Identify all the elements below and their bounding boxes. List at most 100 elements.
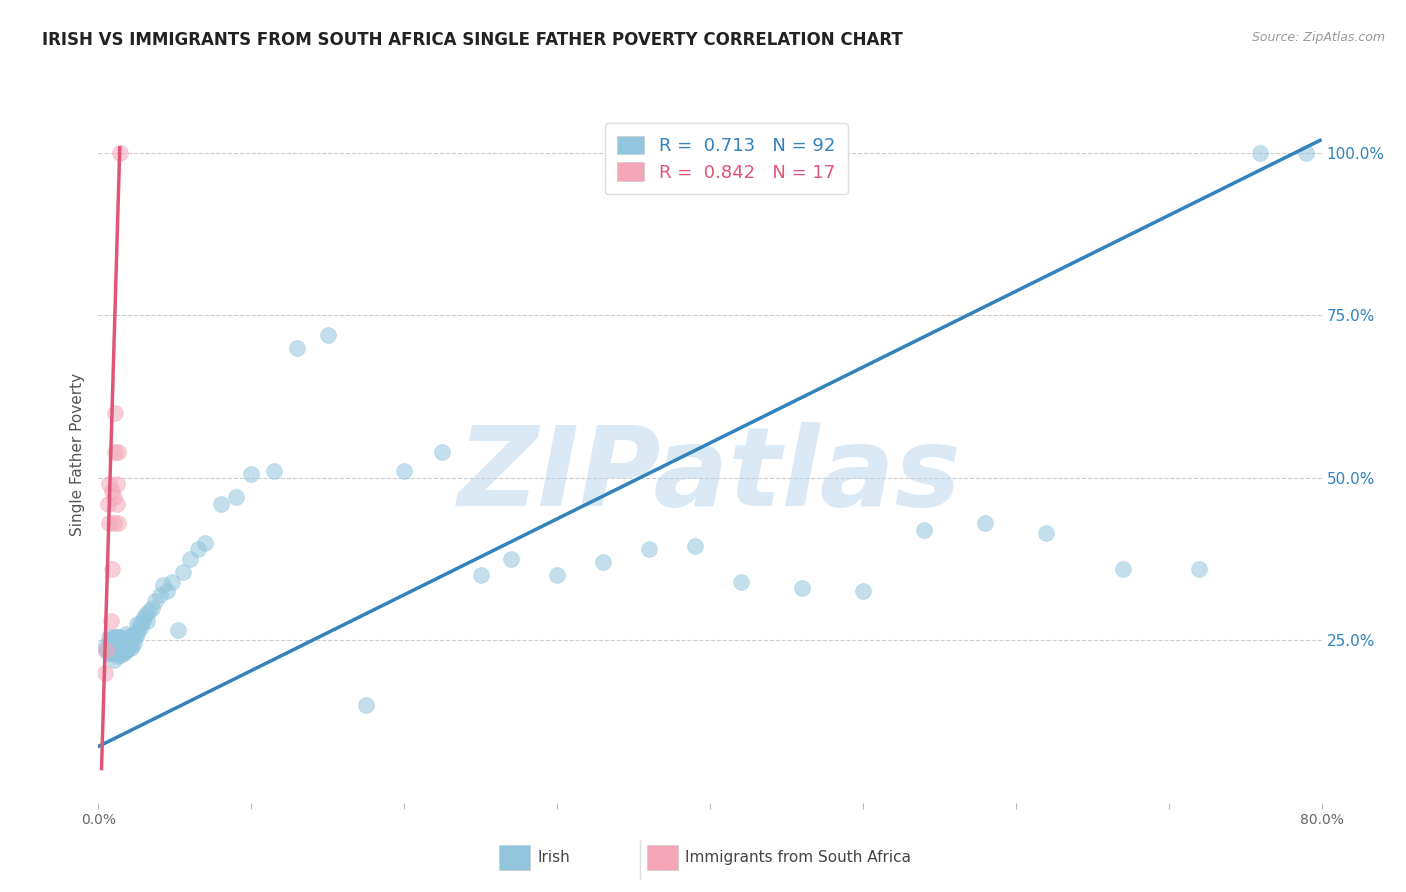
Point xyxy=(120,641,142,656)
Text: Irish: Irish xyxy=(537,850,569,864)
Point xyxy=(108,639,131,653)
Point xyxy=(354,698,377,713)
Point xyxy=(316,327,339,342)
Point xyxy=(470,568,492,582)
Point xyxy=(209,497,232,511)
Point xyxy=(112,636,135,650)
Point xyxy=(107,640,129,654)
Point xyxy=(104,640,127,654)
Point xyxy=(98,516,121,531)
Text: Immigrants from South Africa: Immigrants from South Africa xyxy=(685,850,911,864)
Point xyxy=(108,145,131,160)
Point xyxy=(117,643,139,657)
Point xyxy=(121,639,143,653)
Point xyxy=(152,578,174,592)
Point xyxy=(98,630,121,644)
Point xyxy=(103,516,125,531)
Point xyxy=(179,552,201,566)
Point xyxy=(194,535,217,549)
Point xyxy=(105,630,128,644)
Point xyxy=(105,640,128,654)
Point xyxy=(852,584,875,599)
Point xyxy=(122,626,145,640)
Legend: R =  0.713   N = 92, R =  0.842   N = 17: R = 0.713 N = 92, R = 0.842 N = 17 xyxy=(605,123,848,194)
Point xyxy=(432,444,454,458)
Point xyxy=(111,632,134,646)
Point xyxy=(100,646,122,660)
Point xyxy=(134,610,156,624)
Point xyxy=(103,643,125,657)
Point xyxy=(141,600,163,615)
Text: IRISH VS IMMIGRANTS FROM SOUTH AFRICA SINGLE FATHER POVERTY CORRELATION CHART: IRISH VS IMMIGRANTS FROM SOUTH AFRICA SI… xyxy=(42,31,903,49)
Point xyxy=(285,341,308,355)
Point xyxy=(172,565,194,579)
Point xyxy=(501,552,523,566)
Point xyxy=(115,626,138,640)
Point xyxy=(107,646,129,660)
Point xyxy=(1188,562,1211,576)
Point xyxy=(93,665,115,680)
Point xyxy=(167,624,190,638)
Point xyxy=(107,630,129,644)
Point xyxy=(110,632,132,646)
Point xyxy=(138,604,160,618)
Point xyxy=(100,633,122,648)
Point xyxy=(128,617,150,632)
Point xyxy=(124,630,146,644)
Point xyxy=(111,645,134,659)
Point xyxy=(135,607,157,622)
Point xyxy=(103,630,125,644)
Point xyxy=(115,643,138,657)
Point xyxy=(101,562,124,576)
Point xyxy=(240,467,263,482)
Point xyxy=(98,636,121,650)
Point xyxy=(118,640,141,654)
Point xyxy=(912,523,935,537)
Point xyxy=(110,641,132,656)
Point xyxy=(160,574,183,589)
Point xyxy=(1249,145,1271,160)
Point xyxy=(108,630,131,644)
Point xyxy=(125,626,148,640)
Point xyxy=(156,584,179,599)
Point xyxy=(97,646,120,660)
Point xyxy=(111,640,134,654)
Point xyxy=(117,633,139,648)
Point xyxy=(105,497,128,511)
Point xyxy=(103,653,125,667)
Point xyxy=(110,648,132,662)
Point xyxy=(100,614,122,628)
Point xyxy=(104,444,127,458)
Point xyxy=(115,636,138,650)
Point xyxy=(122,636,145,650)
Point xyxy=(94,643,117,657)
Point xyxy=(104,406,127,420)
Point xyxy=(103,490,125,504)
Point xyxy=(149,588,172,602)
Point xyxy=(101,633,124,648)
Point xyxy=(546,568,568,582)
Point xyxy=(1035,525,1057,540)
Point xyxy=(974,516,997,531)
Point xyxy=(136,614,159,628)
Point xyxy=(105,649,128,664)
Point xyxy=(730,574,752,589)
Point xyxy=(263,464,285,478)
Point xyxy=(94,643,117,657)
Point xyxy=(592,555,614,569)
Point xyxy=(143,594,166,608)
Point xyxy=(1295,145,1317,160)
Point xyxy=(101,483,124,498)
Point xyxy=(125,617,148,632)
Point xyxy=(225,490,247,504)
Point xyxy=(97,497,120,511)
Text: Source: ZipAtlas.com: Source: ZipAtlas.com xyxy=(1251,31,1385,45)
Point xyxy=(104,646,127,660)
Point xyxy=(1112,562,1135,576)
Point xyxy=(637,542,661,557)
Point xyxy=(121,628,143,642)
Point xyxy=(107,516,129,531)
Point xyxy=(118,630,141,644)
Point xyxy=(107,444,129,458)
Point xyxy=(104,630,127,644)
